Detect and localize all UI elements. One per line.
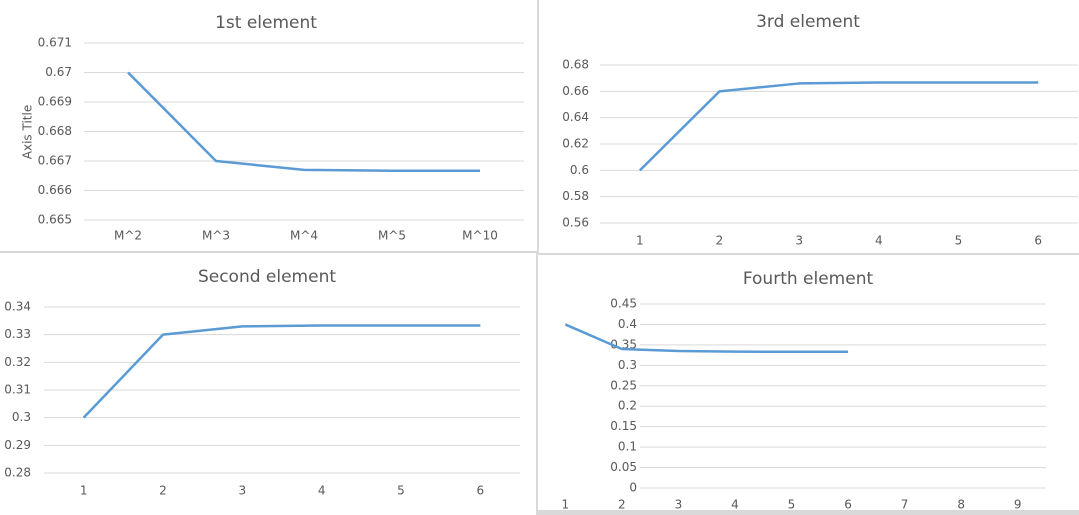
y-tick-label: 0.58 <box>562 189 589 203</box>
x-tick-label: 4 <box>731 498 739 512</box>
y-tick-label: 0.668 <box>38 124 72 138</box>
x-tick-label: 1 <box>636 234 644 248</box>
x-tick-label: 2 <box>618 498 626 512</box>
chart-title: 3rd element <box>756 12 860 32</box>
x-tick-label: M^4 <box>290 229 318 243</box>
y-tick-label: 0.6 <box>570 163 589 177</box>
y-tick-label: 0.667 <box>38 154 72 168</box>
x-tick-label: M^2 <box>114 229 142 243</box>
x-tick-label: M^5 <box>378 229 406 243</box>
x-tick-label: 7 <box>901 498 909 512</box>
x-tick-label: 8 <box>957 498 965 512</box>
y-tick-label: 0.669 <box>38 95 72 109</box>
y-tick-label: 0.66 <box>562 84 589 98</box>
y-tick-label: 0.33 <box>4 327 31 341</box>
y-tick-label: 0.62 <box>562 137 589 151</box>
x-tick-label: 6 <box>477 484 485 498</box>
y-tick-label: 0 <box>629 481 637 495</box>
x-tick-label: 3 <box>239 484 247 498</box>
x-tick-label: 1 <box>561 498 569 512</box>
x-tick-label: 4 <box>318 484 326 498</box>
y-tick-label: 0.3 <box>12 410 31 424</box>
x-tick-label: 2 <box>159 484 167 498</box>
y-tick-label: 0.68 <box>562 58 589 72</box>
chart-title: Fourth element <box>743 269 874 289</box>
panel <box>0 0 537 251</box>
y-tick-label: 0.31 <box>4 383 31 397</box>
y-tick-label: 0.665 <box>38 213 72 227</box>
y-axis-title: Axis Title <box>21 105 35 159</box>
x-tick-label: 5 <box>788 498 796 512</box>
y-tick-label: 0.4 <box>618 317 637 331</box>
y-tick-label: 0.666 <box>38 183 72 197</box>
y-tick-label: 0.1 <box>618 440 637 454</box>
y-tick-label: 0.34 <box>4 300 31 314</box>
y-tick-label: 0.3 <box>618 358 637 372</box>
chart-title: Second element <box>198 267 336 287</box>
y-tick-label: 0.32 <box>4 355 31 369</box>
x-tick-label: M^10 <box>462 229 498 243</box>
x-tick-label: 3 <box>675 498 683 512</box>
line-series <box>638 81 1039 172</box>
y-tick-label: 0.45 <box>610 297 637 311</box>
y-tick-label: 0.64 <box>562 110 589 124</box>
x-tick-label: 3 <box>795 234 803 248</box>
x-tick-label: 5 <box>955 234 963 248</box>
x-tick-label: 6 <box>1034 234 1042 248</box>
y-tick-label: 0.25 <box>610 378 637 392</box>
x-tick-label: M^3 <box>202 229 230 243</box>
y-tick-label: 0.29 <box>4 438 31 452</box>
y-tick-label: 0.56 <box>562 216 589 230</box>
y-tick-label: 0.05 <box>610 460 637 474</box>
x-tick-label: 9 <box>1014 498 1022 512</box>
line-series <box>127 71 480 172</box>
x-tick-label: 2 <box>716 234 724 248</box>
y-tick-label: 0.15 <box>610 419 637 433</box>
y-tick-label: 0.2 <box>618 399 637 413</box>
y-tick-label: 0.28 <box>4 466 31 480</box>
panel <box>539 0 1079 253</box>
x-tick-label: 5 <box>397 484 405 498</box>
x-tick-label: 6 <box>844 498 852 512</box>
line-series <box>82 324 481 419</box>
chart-title: 1st element <box>215 13 317 33</box>
y-tick-label: 0.67 <box>45 65 72 79</box>
y-tick-label: 0.671 <box>38 36 72 50</box>
x-tick-label: 1 <box>80 484 88 498</box>
line-series <box>564 323 849 353</box>
x-tick-label: 4 <box>875 234 883 248</box>
panel <box>0 253 536 515</box>
